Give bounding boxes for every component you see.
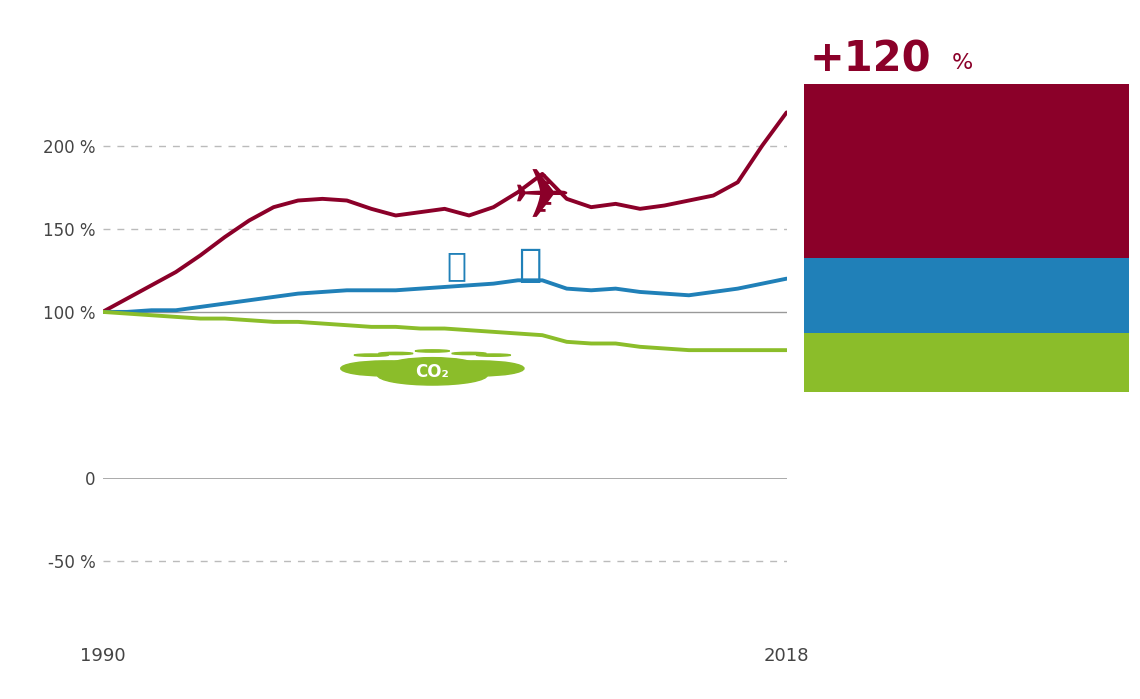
Text: %: % — [919, 227, 940, 247]
Circle shape — [425, 361, 498, 366]
Text: air traffic: air traffic — [817, 196, 913, 214]
Circle shape — [355, 354, 389, 356]
Circle shape — [366, 361, 440, 366]
Text: international: international — [817, 147, 948, 165]
Text: +20: +20 — [809, 212, 902, 254]
Text: -23: -23 — [809, 287, 885, 329]
Circle shape — [378, 352, 413, 354]
Text: +120: +120 — [809, 38, 931, 80]
Ellipse shape — [377, 365, 488, 385]
Circle shape — [477, 354, 511, 356]
Ellipse shape — [341, 361, 426, 376]
Text: without air traffic: without air traffic — [817, 298, 938, 312]
Ellipse shape — [390, 358, 475, 373]
Text: %: % — [919, 302, 940, 322]
Text: CO₂: CO₂ — [415, 363, 449, 381]
Text: total emissions: total emissions — [817, 343, 960, 361]
Circle shape — [415, 350, 449, 352]
Text: ✈: ✈ — [513, 166, 571, 232]
Ellipse shape — [439, 361, 524, 376]
Circle shape — [451, 352, 486, 354]
Text: 🚗: 🚗 — [447, 249, 466, 282]
Text: %: % — [952, 53, 974, 73]
Text: earthbound traffic: earthbound traffic — [817, 268, 990, 286]
Text: national and: national and — [817, 98, 944, 116]
Text: 🚛: 🚛 — [519, 246, 542, 284]
